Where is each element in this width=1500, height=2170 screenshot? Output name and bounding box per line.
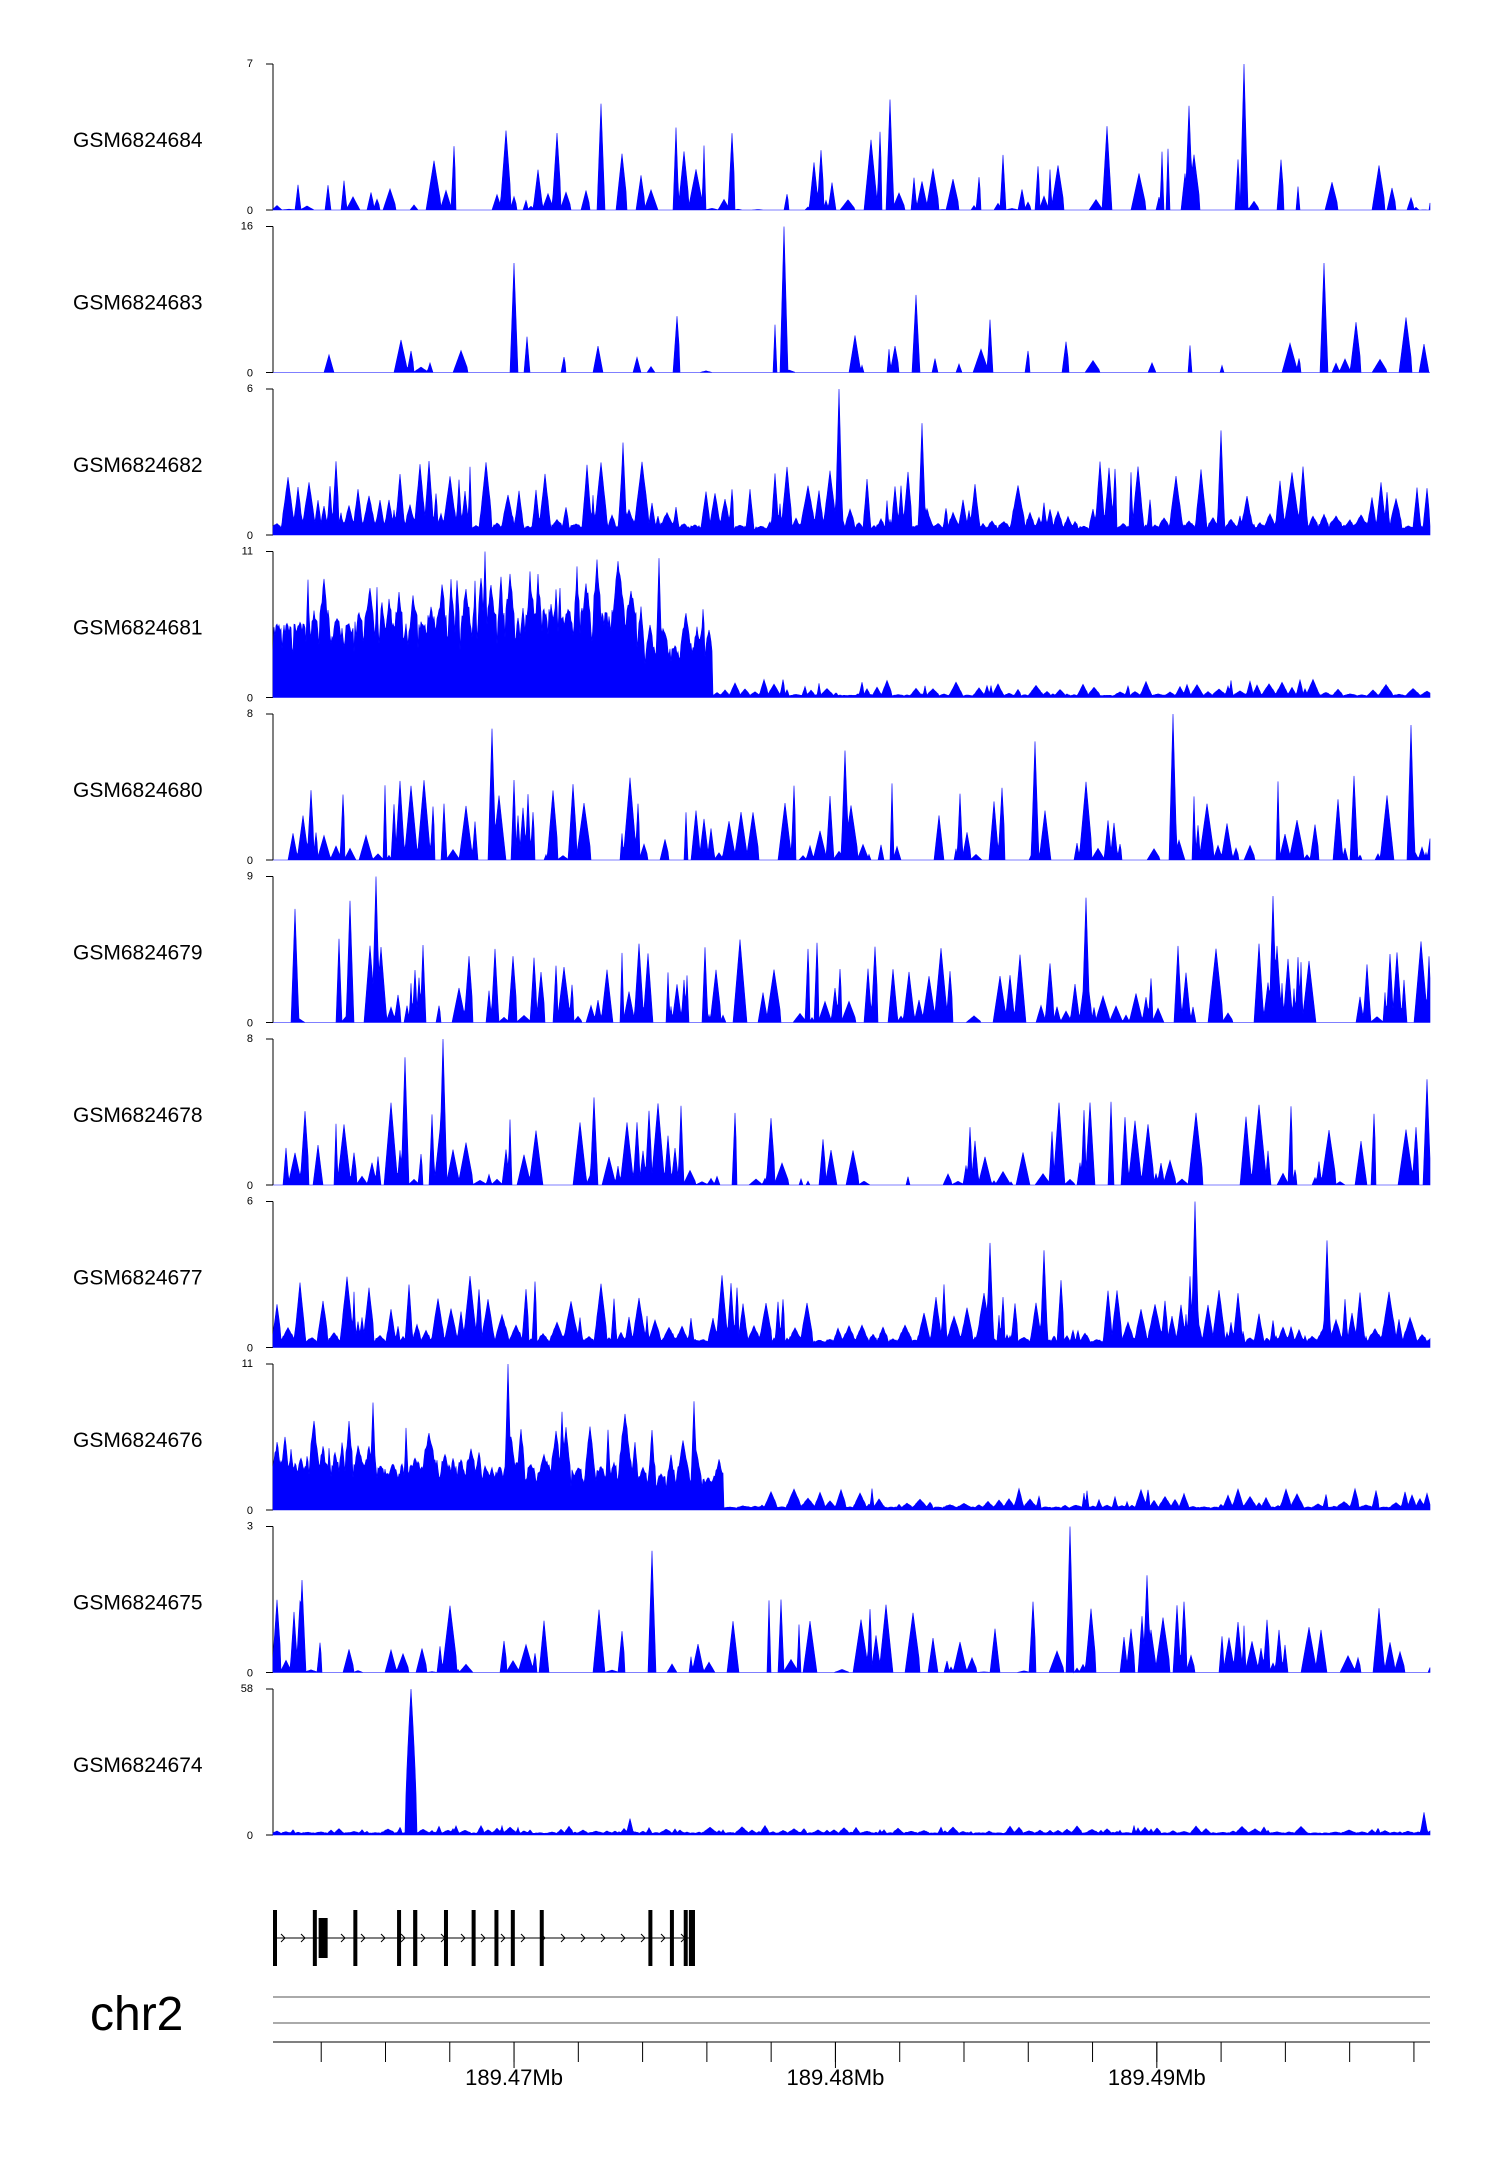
y-min-label: 0 xyxy=(247,205,253,217)
track-GSM6824679: GSM6824679 9 0 xyxy=(73,871,1431,1030)
strand-arrow xyxy=(420,1933,426,1943)
track-GSM6824674: GSM6824674 58 0 xyxy=(73,1683,1431,1842)
y-max-label: 8 xyxy=(247,1033,253,1045)
signal-area xyxy=(272,63,1431,211)
y-max-label: 9 xyxy=(247,871,253,883)
track-GSM6824684: GSM6824684 7 0 xyxy=(73,58,1431,217)
exon xyxy=(353,1910,358,1966)
exon xyxy=(273,1910,277,1966)
y-min-label: 0 xyxy=(247,1668,253,1680)
exon xyxy=(443,1910,448,1966)
signal-area xyxy=(273,876,1431,1023)
chromosome-axis: chr2 189.47Mb 189.48Mb 189.49Mb xyxy=(90,1988,1430,2090)
y-max-label: 7 xyxy=(247,58,253,70)
y-max-label: 8 xyxy=(247,708,253,720)
strand-arrow xyxy=(400,1933,406,1943)
exon xyxy=(471,1910,476,1966)
signal-area xyxy=(272,551,1431,698)
exon xyxy=(669,1910,674,1966)
x-tick-label: 189.49Mb xyxy=(1108,2065,1206,2090)
y-max-label: 3 xyxy=(247,1521,253,1533)
track-label: GSM6824681 xyxy=(73,617,203,640)
track-label: GSM6824675 xyxy=(73,1592,203,1615)
strand-arrow xyxy=(580,1933,586,1943)
chromosome-label: chr2 xyxy=(90,1988,183,2041)
track-GSM6824683: GSM6824683 16 0 xyxy=(73,221,1430,380)
track-label: GSM6824683 xyxy=(73,292,203,315)
y-min-label: 0 xyxy=(247,368,253,380)
track-GSM6824677: GSM6824677 6 0 xyxy=(73,1196,1431,1355)
signal-area xyxy=(272,1526,1431,1674)
track-GSM6824682: GSM6824682 6 0 xyxy=(73,383,1431,542)
exon xyxy=(397,1910,402,1966)
track-GSM6824676: GSM6824676 11 0 xyxy=(73,1358,1431,1517)
y-min-label: 0 xyxy=(247,1018,253,1030)
y-min-label: 0 xyxy=(247,1180,253,1192)
strand-arrow xyxy=(620,1933,626,1943)
track-label: GSM6824677 xyxy=(73,1267,203,1290)
signal-area xyxy=(273,713,1431,861)
y-min-label: 0 xyxy=(247,1505,253,1517)
track-label: GSM6824680 xyxy=(73,779,203,802)
exon xyxy=(494,1910,499,1966)
track-GSM6824678: GSM6824678 8 0 xyxy=(73,1033,1431,1192)
strand-arrow xyxy=(340,1933,346,1943)
strand-arrow xyxy=(280,1933,286,1943)
signal-area xyxy=(273,1038,1431,1186)
x-tick-label: 189.48Mb xyxy=(787,2065,885,2090)
x-tick-label: 189.47Mb xyxy=(465,2065,563,2090)
track-label: GSM6824676 xyxy=(73,1429,203,1452)
y-min-label: 0 xyxy=(247,530,253,542)
strand-arrow xyxy=(640,1933,646,1943)
signal-tracks: GSM682468470GSM6824683160GSM682468260GSM… xyxy=(73,58,1431,1842)
signal-area xyxy=(273,226,1430,373)
y-min-label: 0 xyxy=(247,693,253,705)
y-min-label: 0 xyxy=(247,1343,253,1355)
track-label: GSM6824679 xyxy=(73,942,203,965)
y-max-label: 58 xyxy=(241,1683,253,1695)
strand-arrow xyxy=(480,1933,486,1943)
exon xyxy=(413,1910,418,1966)
gene-model xyxy=(273,1910,695,1966)
exon xyxy=(648,1910,653,1966)
track-label: GSM6824682 xyxy=(73,454,203,477)
signal-area xyxy=(272,1688,1431,1836)
strand-arrow xyxy=(500,1933,506,1943)
y-max-label: 6 xyxy=(247,383,253,395)
y-min-label: 0 xyxy=(247,855,253,867)
track-GSM6824681: GSM6824681 11 0 xyxy=(73,546,1431,705)
strand-arrow xyxy=(560,1933,566,1943)
strand-arrow xyxy=(360,1933,366,1943)
exon xyxy=(539,1910,544,1966)
track-label: GSM6824674 xyxy=(73,1754,203,1777)
exon xyxy=(318,1918,328,1958)
strand-arrow xyxy=(300,1933,306,1943)
y-max-label: 16 xyxy=(241,221,253,233)
strand-arrow xyxy=(600,1933,606,1943)
track-label: GSM6824678 xyxy=(73,1104,203,1127)
y-max-label: 11 xyxy=(242,546,253,558)
track-GSM6824680: GSM6824680 8 0 xyxy=(73,708,1431,867)
signal-area xyxy=(272,1201,1431,1348)
y-min-label: 0 xyxy=(247,1830,253,1842)
y-max-label: 6 xyxy=(247,1196,253,1208)
strand-arrow xyxy=(660,1933,666,1943)
y-max-label: 11 xyxy=(242,1358,253,1370)
gene-model-track xyxy=(273,1910,695,1966)
strand-arrow xyxy=(520,1933,526,1943)
exon xyxy=(510,1910,515,1966)
track-GSM6824675: GSM6824675 3 0 xyxy=(73,1521,1431,1680)
exon xyxy=(312,1910,317,1966)
track-label: GSM6824684 xyxy=(73,129,203,152)
strand-arrow xyxy=(460,1933,466,1943)
exon xyxy=(683,1910,688,1966)
signal-area xyxy=(272,1363,1431,1511)
signal-area xyxy=(272,388,1431,536)
strand-arrow xyxy=(380,1933,386,1943)
exon xyxy=(688,1910,695,1966)
